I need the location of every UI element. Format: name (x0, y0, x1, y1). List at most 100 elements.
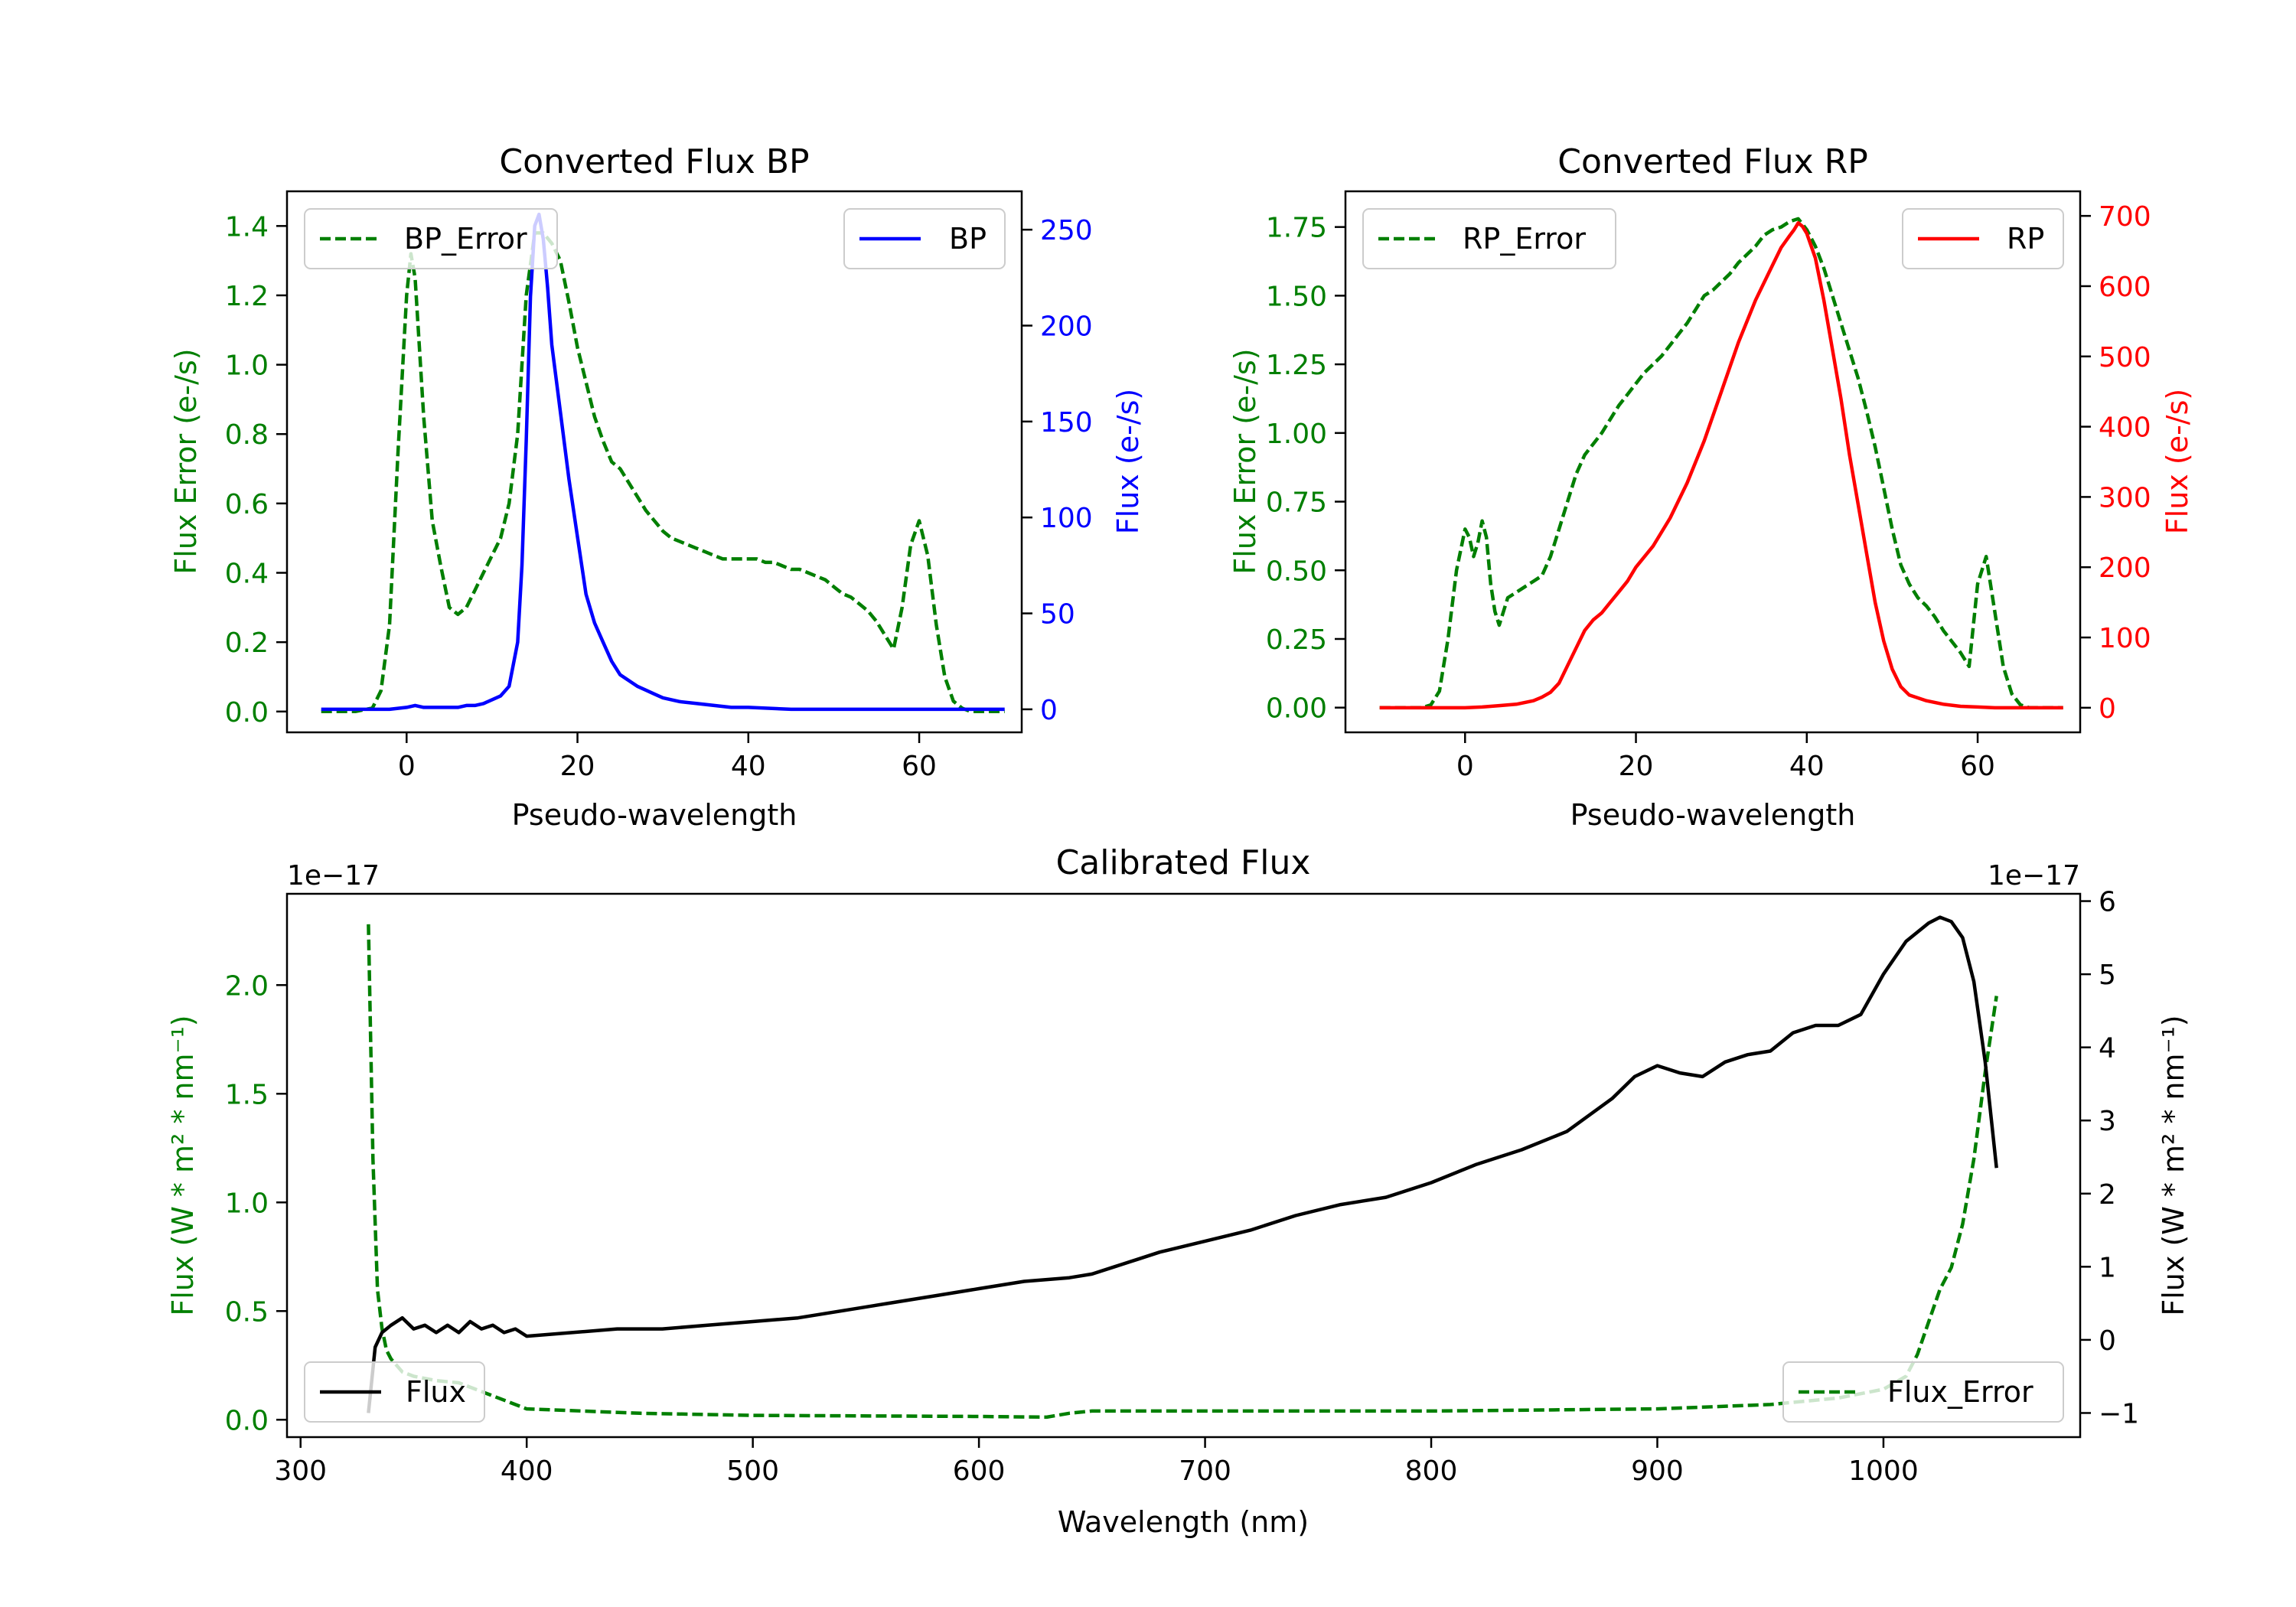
bp-right-tick-label: 250 (1040, 215, 1093, 246)
bp-x-tick-label: 60 (902, 751, 937, 782)
calibrated-left-tick-label: 1.5 (225, 1079, 269, 1110)
flux-error-legend-label: Flux_Error (1887, 1375, 2033, 1409)
bp-right-ticks: 0 50 100 150 200 250 (1022, 215, 1093, 726)
rp-error-legend-label: RP_Error (1463, 222, 1586, 256)
bp-x-axis-label: Pseudo-wavelength (512, 798, 797, 832)
calibrated-axes-frame (285, 892, 2082, 1439)
bp-left-tick-label: 0.6 (225, 489, 269, 520)
bp-left-tick-label: 1.2 (225, 281, 269, 312)
rp-right-tick-label: 600 (2099, 272, 2151, 303)
bp-error-legend[interactable]: BP_Error (304, 208, 558, 269)
rp-right-tick-label: 100 (2099, 623, 2151, 654)
calibrated-left-ticks: 0.0 0.5 1.0 1.5 2.0 (225, 970, 287, 1436)
bp-left-tick-label: 0.4 (225, 559, 269, 590)
calibrated-series-flux-line (367, 915, 1998, 1413)
rp-right-tick-label: 700 (2099, 201, 2151, 233)
rp-left-tick-label: 0.50 (1266, 556, 1327, 587)
calibrated-left-tick-label: 1.0 (225, 1188, 269, 1219)
bp-right-tick-label: 50 (1040, 599, 1075, 631)
rp-left-ticks: 0.00 0.25 0.50 0.75 1.00 1.25 1.50 1.75 (1266, 213, 1345, 725)
calibrated-x-tick-label: 900 (1631, 1455, 1684, 1487)
bp-right-axis-label: Flux (e-/s) (1111, 389, 1145, 534)
rp-left-tick-label: 0.25 (1266, 624, 1327, 656)
rp-x-tick-label: 0 (1456, 751, 1474, 782)
calibrated-left-tick-label: 0.5 (225, 1296, 269, 1328)
calibrated-flux-panel: 300 400 500 600 700 800 900 1000 0.0 0.5 1.0 1.5 2.… (166, 843, 2190, 1539)
calibrated-right-tick-label: 5 (2099, 960, 2116, 991)
bp-right-tick-label: 150 (1040, 407, 1093, 438)
calibrated-x-tick-label: 800 (1405, 1455, 1458, 1487)
rp-right-tick-label: 300 (2099, 482, 2151, 513)
calibrated-right-tick-label: 6 (2099, 887, 2116, 918)
rp-x-axis-label: Pseudo-wavelength (1570, 798, 1856, 832)
flux-legend-label: Flux (406, 1375, 466, 1409)
bp-series-bp-line (321, 212, 1005, 712)
bp-left-tick-label: 1.4 (225, 211, 269, 243)
rp-error-legend[interactable]: RP_Error (1362, 208, 1616, 269)
rp-flux-panel: 0 20 40 60 0.00 0.25 0.50 0.75 1.00 1.25 1.50 1.75… (1228, 142, 2194, 832)
bp-left-ticks: 0.0 0.2 0.4 0.6 0.8 1.0 1.2 1.4 (225, 211, 287, 729)
rp-x-tick-label: 60 (1960, 751, 1995, 782)
calibrated-left-tick-label: 0.0 (225, 1405, 269, 1436)
bp-legend[interactable]: BP (843, 208, 1006, 269)
rp-right-tick-label: 0 (2099, 693, 2116, 725)
calibrated-x-tick-label: 600 (953, 1455, 1006, 1487)
calibrated-right-tick-label: 4 (2099, 1033, 2116, 1064)
bp-axes-frame (285, 190, 1023, 734)
rp-series-rp-line (1379, 221, 2063, 710)
bp-right-tick-label: 100 (1040, 503, 1093, 534)
calibrated-x-tick-label: 700 (1179, 1455, 1231, 1487)
rp-right-ticks: 0 100 200 300 400 500 600 700 (2080, 201, 2151, 725)
rp-legend-label: RP (2007, 222, 2044, 256)
bp-error-legend-label: BP_Error (404, 222, 527, 256)
bp-flux-panel: 0 20 40 60 0.0 0.2 0.4 0.6 0.8 1.0 1.2 1.4 0 50 100 1… (169, 142, 1145, 832)
calibrated-right-tick-label: 2 (2099, 1179, 2116, 1211)
bp-chart-title: Converted Flux BP (499, 142, 809, 181)
calibrated-x-tick-label: 400 (501, 1455, 553, 1487)
rp-left-tick-label: 0.75 (1266, 487, 1327, 519)
flux-legend[interactable]: Flux (304, 1361, 485, 1423)
bp-series-bp-error-line (321, 231, 1005, 714)
bp-left-tick-label: 0.0 (225, 697, 269, 729)
calibrated-right-axis-label: Flux (W * m² * nm⁻¹) (2157, 1015, 2190, 1315)
calibrated-x-tick-label: 1000 (1848, 1455, 1919, 1487)
bp-left-tick-label: 1.0 (225, 350, 269, 382)
bp-right-tick-label: 200 (1040, 311, 1093, 342)
flux-error-legend[interactable]: Flux_Error (1782, 1361, 2064, 1423)
rp-x-ticks: 0 20 40 60 (1456, 732, 1995, 782)
calibrated-right-tick-label: 3 (2099, 1106, 2116, 1137)
bp-legend-label: BP (949, 222, 987, 256)
bp-left-tick-label: 0.8 (225, 419, 269, 451)
rp-legend[interactable]: RP (1902, 208, 2064, 269)
rp-x-tick-label: 20 (1619, 751, 1654, 782)
bp-x-ticks: 0 20 40 60 (398, 732, 937, 782)
rp-x-tick-label: 40 (1789, 751, 1825, 782)
calibrated-right-tick-label: −1 (2099, 1398, 2139, 1429)
bp-left-tick-label: 0.2 (225, 627, 269, 659)
calibrated-x-tick-label: 500 (726, 1455, 779, 1487)
rp-chart-title: Converted Flux RP (1557, 142, 1868, 181)
rp-left-tick-label: 1.25 (1266, 350, 1327, 381)
calibrated-left-axis-label: Flux (W * m² * nm⁻¹) (166, 1015, 200, 1315)
calibrated-x-tick-label: 300 (274, 1455, 327, 1487)
rp-plot-area (1379, 217, 2063, 710)
calibrated-left-multiplier: 1e−17 (287, 860, 380, 892)
rp-right-axis-label: Flux (e-/s) (2161, 389, 2194, 534)
rp-right-tick-label: 500 (2099, 342, 2151, 373)
rp-left-tick-label: 0.00 (1266, 693, 1327, 725)
calibrated-right-ticks: −1 0 1 2 3 4 5 6 (2080, 887, 2139, 1429)
rp-left-tick-label: 1.75 (1266, 213, 1327, 244)
calibrated-right-multiplier: 1e−17 (1988, 860, 2080, 892)
rp-left-tick-label: 1.50 (1266, 281, 1327, 312)
calibrated-x-axis-label: Wavelength (nm) (1058, 1505, 1309, 1539)
bp-left-axis-label: Flux Error (e-/s) (169, 348, 203, 574)
bp-x-tick-label: 0 (398, 751, 416, 782)
bp-x-tick-label: 40 (731, 751, 766, 782)
bp-x-tick-label: 20 (560, 751, 595, 782)
bp-right-tick-label: 0 (1040, 695, 1058, 726)
rp-left-axis-label: Flux Error (e-/s) (1228, 348, 1262, 574)
calibrated-chart-title: Calibrated Flux (1056, 843, 1311, 882)
calibrated-x-ticks: 300 400 500 600 700 800 900 1000 (274, 1437, 1919, 1487)
rp-right-tick-label: 200 (2099, 553, 2151, 584)
rp-axes-frame (1344, 190, 2082, 734)
